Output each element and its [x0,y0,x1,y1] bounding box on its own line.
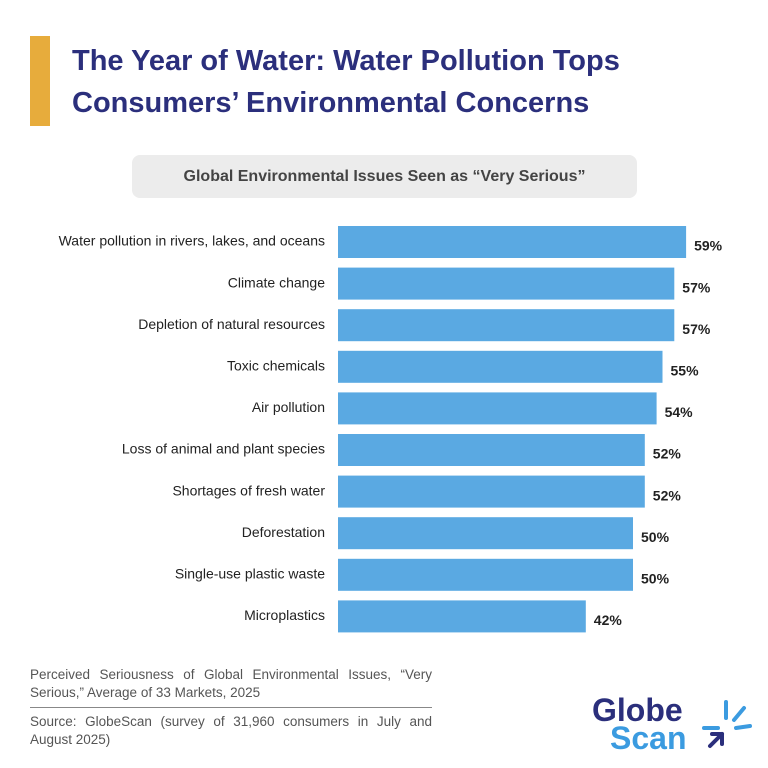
category-label: Single-use plastic waste [175,566,325,582]
bar [338,350,663,383]
subtitle: Global Environmental Issues Seen as “Ver… [183,168,586,185]
category-label: Depletion of natural resources [138,316,325,332]
category-label: Water pollution in rivers, lakes, and oc… [59,233,325,249]
category-label: Climate change [228,274,325,290]
title: The Year of Water: Water Pollution Tops … [72,45,620,119]
value-label: 55% [671,363,700,379]
value-label: 50% [641,571,670,587]
bar [338,558,633,591]
value-label: 59% [694,238,723,254]
bar [338,475,645,508]
bar [338,226,687,258]
logo-icon [702,700,752,748]
value-label: 50% [641,529,670,545]
value-label: 54% [665,404,694,420]
category-label: Deforestation [242,524,325,540]
bar [338,267,675,300]
bar [338,517,633,550]
separator [30,707,432,708]
accent-bar [30,36,50,126]
note: Perceived Seriousness of Global Environm… [30,667,432,700]
value-label: 52% [653,446,682,462]
bar [338,392,657,425]
logo-text: Globe [592,692,683,728]
value-label: 57% [682,279,711,295]
bar [338,309,675,342]
category-label: Loss of animal and plant species [122,441,325,457]
category-label: Shortages of fresh water [172,482,325,498]
bar [338,600,586,633]
value-label: 42% [594,612,623,628]
value-label: 57% [682,321,711,337]
chart: Water pollution in rivers, lakes, and oc… [59,226,723,633]
subtitle-background [132,155,637,198]
category-label: Microplastics [244,607,325,623]
category-label: Air pollution [252,399,325,415]
value-label: 52% [653,487,682,503]
logo-text: Scan [610,720,687,756]
bar [338,434,645,466]
source: Source: GlobeScan (survey of 31,960 cons… [30,714,432,747]
category-label: Toxic chemicals [227,358,325,374]
